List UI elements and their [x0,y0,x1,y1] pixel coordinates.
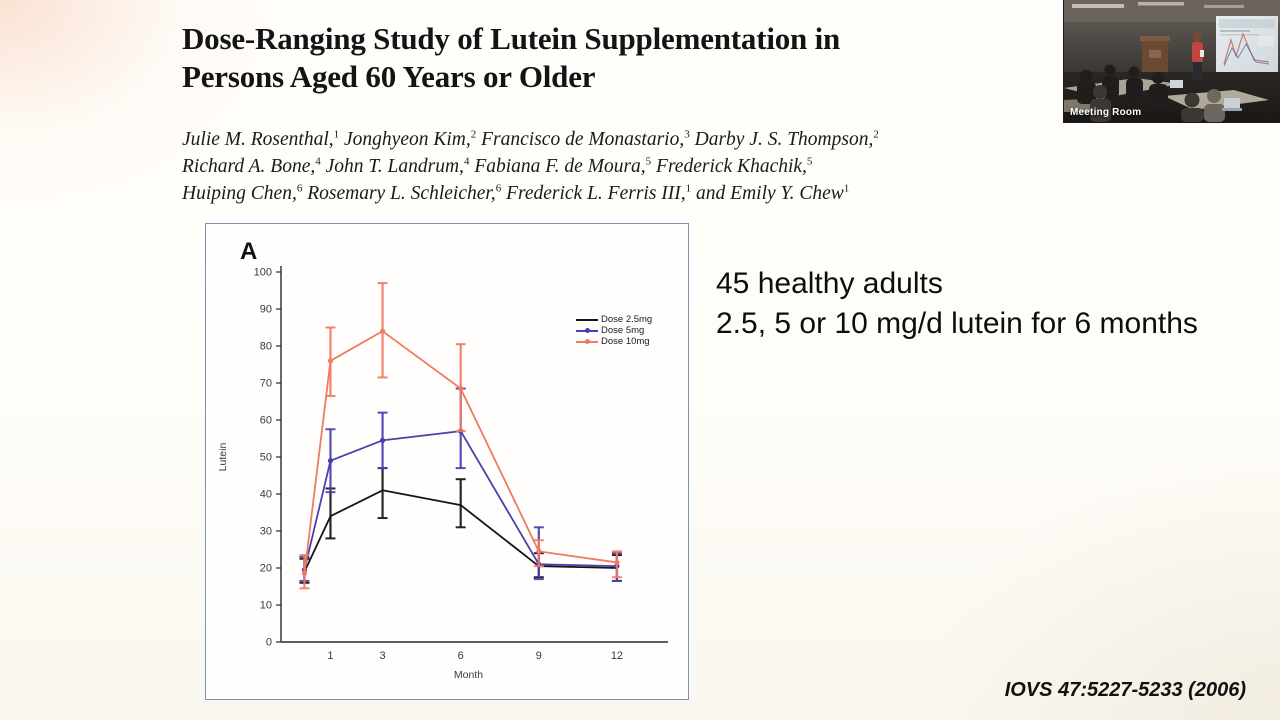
legend-line-icon [576,314,598,325]
svg-text:6: 6 [458,650,464,662]
author-list: Julie M. Rosenthal,1 Jonghyeon Kim,2 Fra… [182,126,1092,207]
svg-text:0: 0 [266,637,272,649]
svg-text:50: 50 [260,452,272,464]
figure-panel: A 0 10 20 30 40 50 60 70 80 90 100 1 3 6 9 12 Month Lute… [205,223,689,700]
summary-line-dosing: 2.5, 5 or 10 mg/d lutein for 6 months [716,307,1198,340]
svg-text:1: 1 [327,650,333,662]
title-block: Dose-Ranging Study of Lutein Supplementa… [182,20,1062,96]
chart-series [299,282,622,590]
chart-axis-titles: Month Lutein [217,443,483,681]
svg-text:20: 20 [260,563,272,575]
legend-item-dose-2-5mg: Dose 2.5mg [576,314,686,325]
summary-line-participants: 45 healthy adults [716,267,943,300]
svg-text:9: 9 [536,650,542,662]
svg-text:60: 60 [260,415,272,427]
summary-text-block: 45 healthy adults 2.5, 5 or 10 mg/d lute… [716,264,1256,344]
citation: IOVS 47:5227-5233 (2006) [1004,679,1246,701]
chart-axes: 0 10 20 30 40 50 60 70 80 90 100 1 3 6 9 12 [254,266,668,662]
svg-text:40: 40 [260,489,272,501]
legend-line-icon [576,325,598,336]
legend-item-dose-5mg: Dose 5mg [576,325,686,336]
legend-label: Dose 2.5mg [601,314,653,325]
author-line: Julie M. Rosenthal,1 Jonghyeon Kim,2 Fra… [182,128,879,150]
legend-item-dose-10mg: Dose 10mg [576,336,686,347]
svg-text:70: 70 [260,378,272,390]
video-frame-image [1064,0,1280,122]
chart-legend: Dose 2.5mg Dose 5mg Dose 10mg [576,314,686,347]
author-line: Richard A. Bone,4 John T. Landrum,4 Fabi… [182,155,813,177]
page-title: Dose-Ranging Study of Lutein Supplementa… [182,21,841,94]
svg-text:10: 10 [260,600,272,612]
video-caption-label: Meeting Room [1070,107,1142,118]
svg-text:3: 3 [380,650,386,662]
video-thumbnail-meeting-room[interactable]: Meeting Room [1063,0,1280,123]
svg-text:90: 90 [260,304,272,316]
svg-text:30: 30 [260,526,272,538]
svg-text:12: 12 [611,650,623,662]
author-line: Huiping Chen,6 Rosemary L. Schleicher,6 … [182,182,850,204]
legend-label: Dose 5mg [601,325,645,336]
svg-text:80: 80 [260,341,272,353]
lutein-time-series-chart: 0 10 20 30 40 50 60 70 80 90 100 1 3 6 9 12 Month Lutein [217,266,668,681]
legend-line-icon [576,336,598,347]
legend-label: Dose 10mg [601,336,650,347]
svg-text:Month: Month [454,669,483,681]
svg-text:100: 100 [254,267,272,279]
svg-text:Lutein: Lutein [217,443,229,472]
panel-letter: A [240,238,258,265]
